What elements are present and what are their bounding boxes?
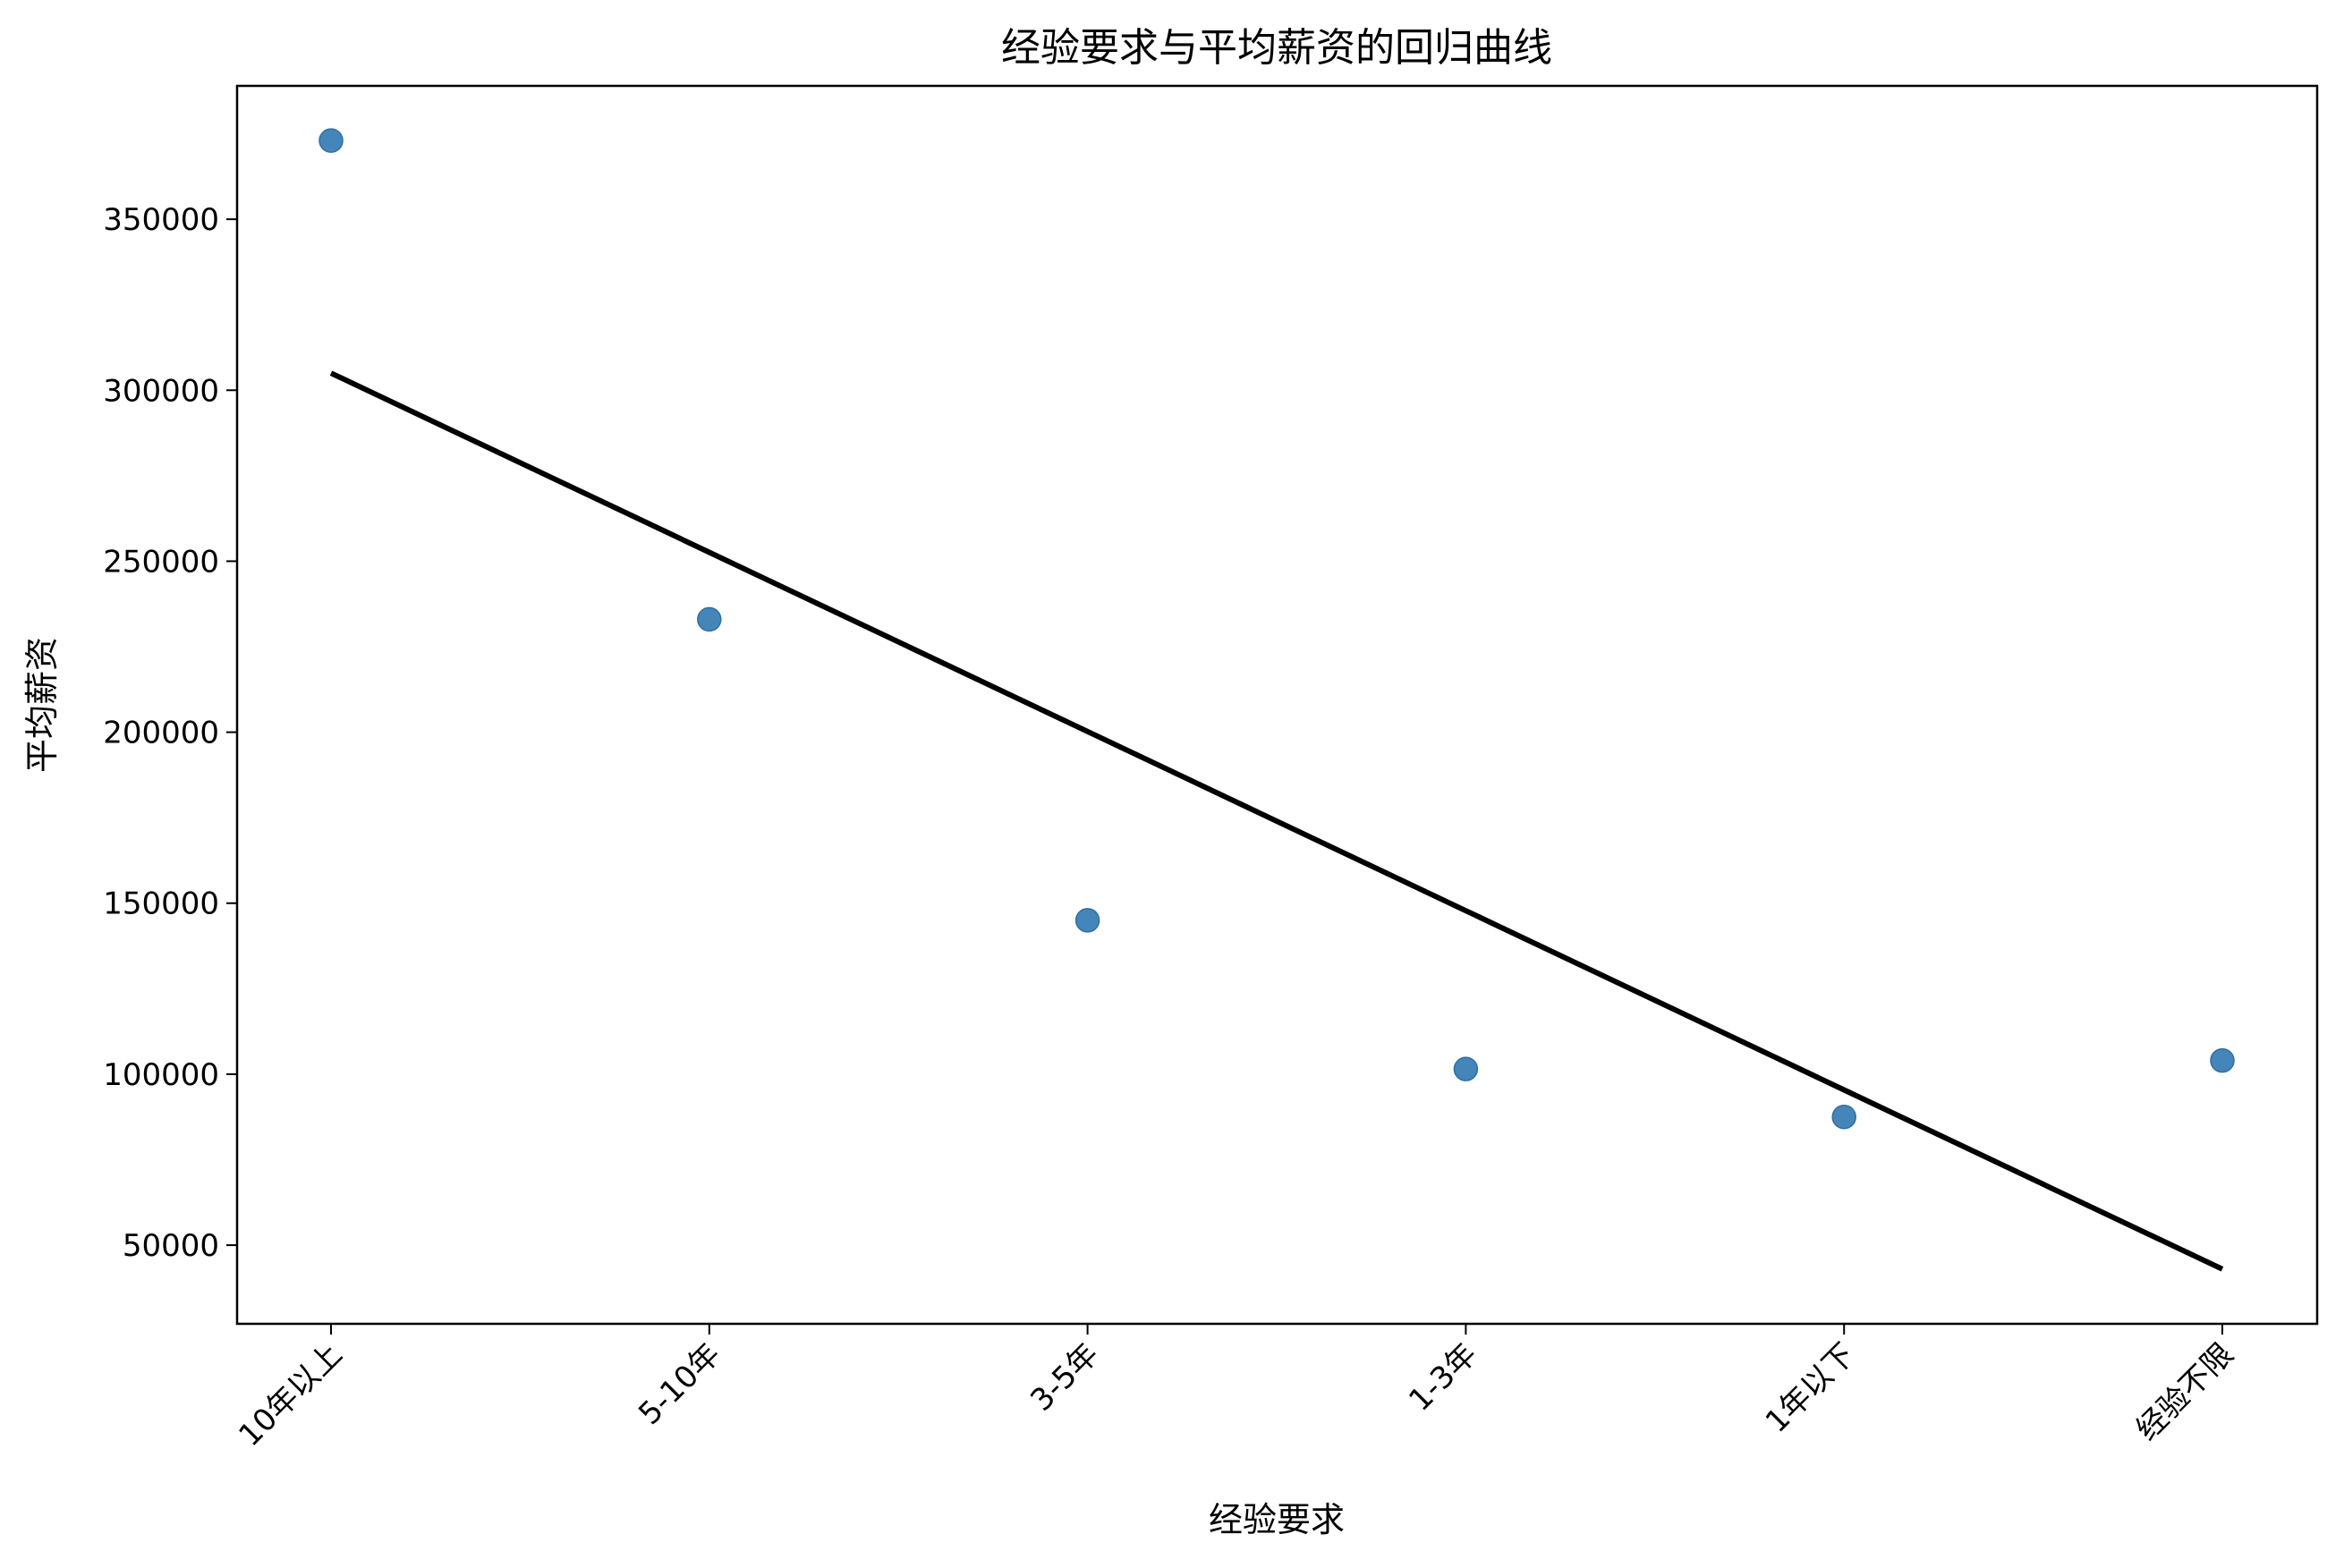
x-tick-label: 经验不限 [2129,1336,2240,1447]
chart-title: 经验要求与平均薪资的回归曲线 [1001,25,1552,71]
y-tick-label: 250000 [103,544,219,580]
scatter-point [1831,1104,1856,1130]
regression-line [329,370,2224,1272]
scatter-point [2210,1047,2235,1073]
y-tick-label: 150000 [103,886,219,922]
scatter-point [697,606,722,632]
y-tick-label: 200000 [103,716,219,751]
scatter-point [1453,1056,1479,1081]
scatter-point [1074,908,1100,933]
y-tick-label: 300000 [103,373,219,409]
y-axis: 50000 100000 150000 200000 250000 300000 35000… [103,202,237,1264]
x-tick-label: 1-3年 [1402,1336,1484,1419]
plot-area-frame [235,84,2319,1326]
scatter-point [318,128,344,153]
y-tick-label: 100000 [103,1057,219,1093]
y-axis-title: 平均薪资 [22,637,62,773]
x-axis-title: 经验要求 [1209,1500,1345,1539]
x-axis: 10年以上 5-10年 3-5年 1-3年 1年以下 经验不限 [232,1324,2240,1454]
x-tick-label: 10年以上 [232,1336,349,1454]
x-tick-label: 1年以下 [1759,1336,1863,1440]
y-tick-label: 50000 [123,1228,219,1264]
x-tick-label: 5-10年 [632,1336,727,1432]
scatter-points-group [318,128,2235,1130]
x-tick-label: 3-5年 [1023,1336,1106,1419]
regression-line-group [329,370,2224,1272]
y-tick-label: 350000 [103,202,219,238]
